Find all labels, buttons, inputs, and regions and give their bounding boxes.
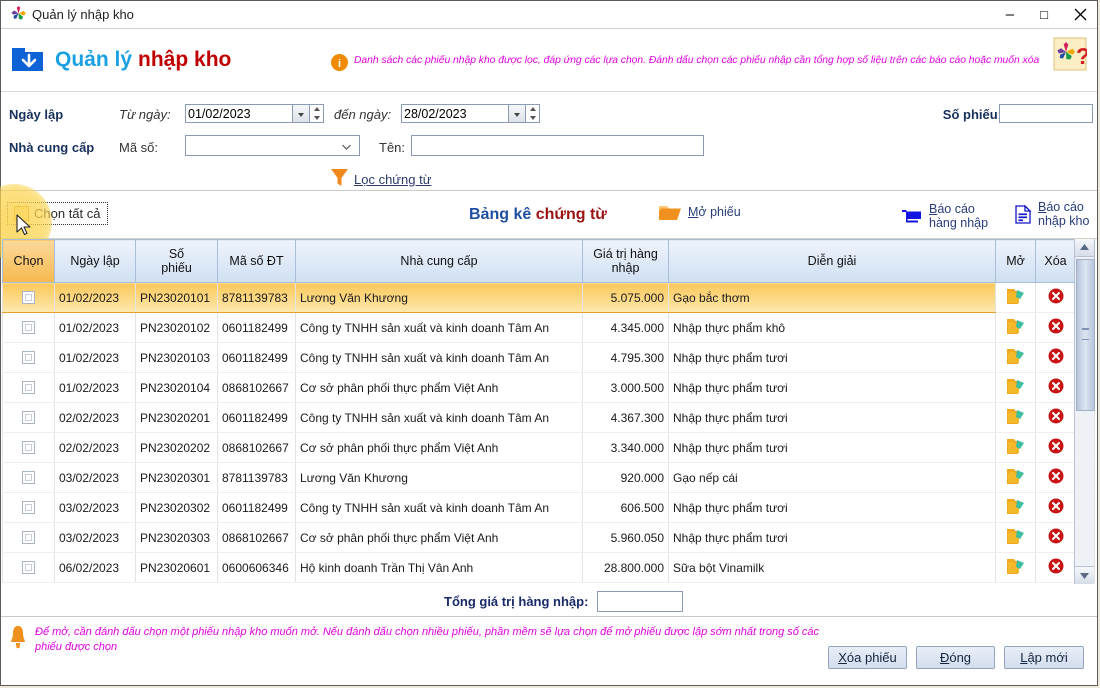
svg-text:i: i	[338, 58, 341, 70]
svg-text:?: ?	[1076, 43, 1087, 69]
